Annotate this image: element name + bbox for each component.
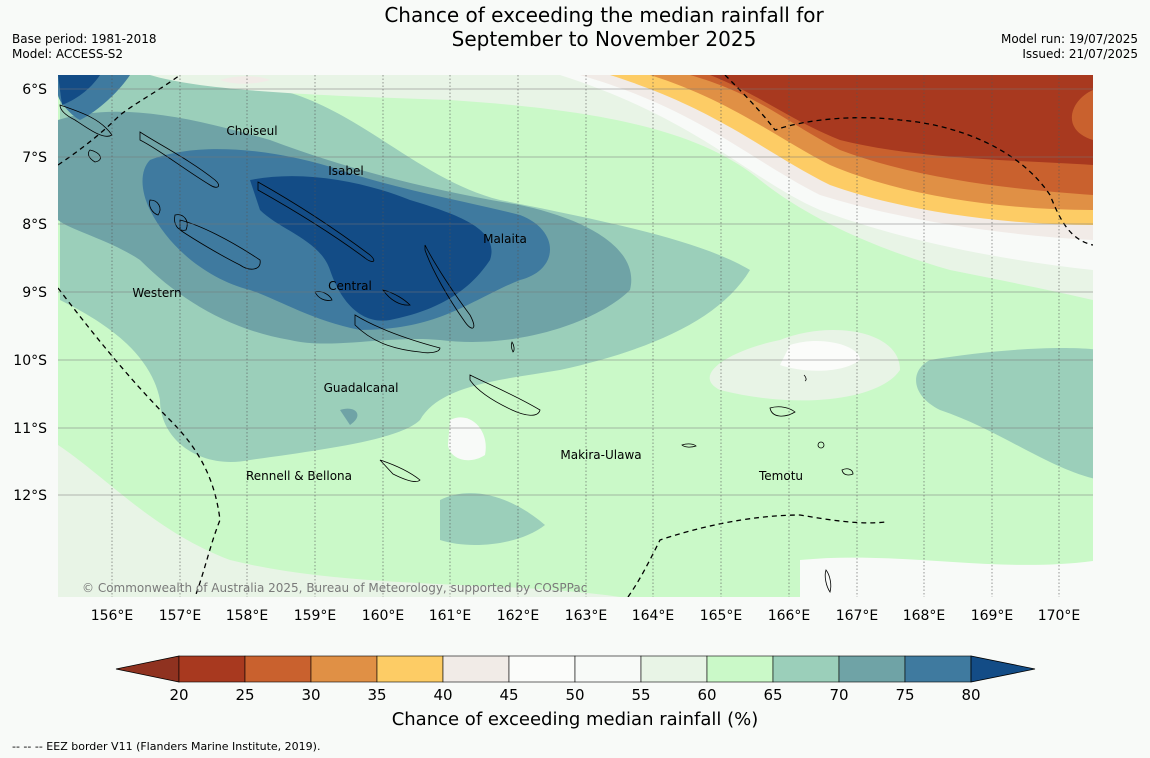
colorbar-tick-label: 30 <box>301 686 320 704</box>
colorbar-tick-label: 20 <box>169 686 188 704</box>
colorbar-segment <box>508 655 576 683</box>
lon-label: 159°E <box>294 608 337 624</box>
lon-label: 167°E <box>836 608 879 624</box>
province-label-makira-ulawa: Makira-Ulawa <box>560 448 641 462</box>
province-labels: Choiseul Isabel Malaita Western Central … <box>132 124 803 483</box>
colorbar-segment <box>244 655 312 683</box>
colorbar-extend-high <box>970 655 1036 683</box>
lon-label: 163°E <box>565 608 608 624</box>
model-name: Model: ACCESS-S2 <box>12 47 124 61</box>
colorbar-tick-label: 70 <box>829 686 848 704</box>
rainfall-map <box>58 75 1093 597</box>
province-label-western: Western <box>132 286 181 300</box>
lat-label: 12°S <box>13 488 47 504</box>
colorbar-title: Chance of exceeding median rainfall (%) <box>391 709 759 730</box>
lon-label: 170°E <box>1038 608 1081 624</box>
lon-label: 164°E <box>632 608 675 624</box>
latitude-labels: 6°S 7°S 8°S 9°S 10°S 11°S 12°S <box>13 82 47 504</box>
colorbar-tick-label: 80 <box>961 686 980 704</box>
lat-label: 10°S <box>13 353 47 369</box>
province-label-choiseul: Choiseul <box>226 124 277 138</box>
province-label-rennell-bellona: Rennell & Bellona <box>246 469 352 483</box>
colorbar-segment <box>178 655 246 683</box>
colorbar-segment <box>772 655 840 683</box>
lat-label: 6°S <box>22 82 47 98</box>
lat-label: 8°S <box>22 217 47 233</box>
colorbar-tick-label: 60 <box>697 686 716 704</box>
base-period: Base period: 1981-2018 <box>12 32 157 46</box>
title-line-1: Chance of exceeding the median rainfall … <box>384 3 824 27</box>
lon-label: 165°E <box>700 608 743 624</box>
province-label-malaita: Malaita <box>483 232 527 246</box>
colorbar-tick-label: 35 <box>367 686 386 704</box>
model-run-date: Model run: 19/07/2025 <box>1000 32 1138 46</box>
colorbar-segment <box>706 655 774 683</box>
colorbar-tick-label: 55 <box>631 686 650 704</box>
lat-label: 11°S <box>13 421 47 437</box>
colorbar-segment <box>838 655 906 683</box>
colorbar-segment <box>376 655 444 683</box>
copyright-notice: © Commonwealth of Australia 2025, Bureau… <box>82 581 587 595</box>
latitude-lines <box>58 88 1093 496</box>
lon-label: 158°E <box>226 608 269 624</box>
colorbar-segment <box>640 655 708 683</box>
lon-label: 166°E <box>768 608 811 624</box>
lon-label: 160°E <box>362 608 405 624</box>
lon-label: 168°E <box>903 608 946 624</box>
lon-label: 169°E <box>971 608 1014 624</box>
title-line-2: September to November 2025 <box>451 27 757 51</box>
graticule <box>111 75 1060 597</box>
colorbar-tick-label: 25 <box>235 686 254 704</box>
province-label-isabel: Isabel <box>328 164 363 178</box>
colorbar-extend-low <box>115 655 180 683</box>
colorbar-segment <box>904 655 972 683</box>
colorbar-tick-label: 65 <box>763 686 782 704</box>
colorbar: 20 25 30 35 40 45 50 55 60 65 70 75 80 <box>115 655 1036 704</box>
province-label-central: Central <box>328 279 372 293</box>
lat-label: 7°S <box>22 150 47 166</box>
model-info: Base period: 1981-2018 Model: ACCESS-S2 <box>12 32 157 62</box>
lon-label: 156°E <box>91 608 134 624</box>
colorbar-tick-label: 40 <box>433 686 452 704</box>
run-info: Model run: 19/07/2025 Issued: 21/07/2025 <box>1001 32 1138 62</box>
eez-footnote: -- -- -- EEZ border V11 (Flanders Marine… <box>12 740 321 753</box>
province-label-temotu: Temotu <box>758 469 803 483</box>
lat-label: 9°S <box>22 285 47 301</box>
colorbar-segment <box>442 655 510 683</box>
colorbar-tick-label: 75 <box>895 686 914 704</box>
colorbar-tick-label: 45 <box>499 686 518 704</box>
lon-label: 157°E <box>159 608 202 624</box>
province-label-guadalcanal: Guadalcanal <box>324 381 399 395</box>
longitude-labels: 156°E 157°E 158°E 159°E 160°E 161°E 162°… <box>91 608 1081 624</box>
colorbar-tick-label: 50 <box>565 686 584 704</box>
colorbar-segment <box>574 655 642 683</box>
issued-date: Issued: 21/07/2025 <box>1022 47 1138 61</box>
lon-label: 162°E <box>497 608 540 624</box>
colorbar-segment <box>310 655 378 683</box>
map-title: Chance of exceeding the median rainfall … <box>0 3 1150 51</box>
lon-label: 161°E <box>429 608 472 624</box>
